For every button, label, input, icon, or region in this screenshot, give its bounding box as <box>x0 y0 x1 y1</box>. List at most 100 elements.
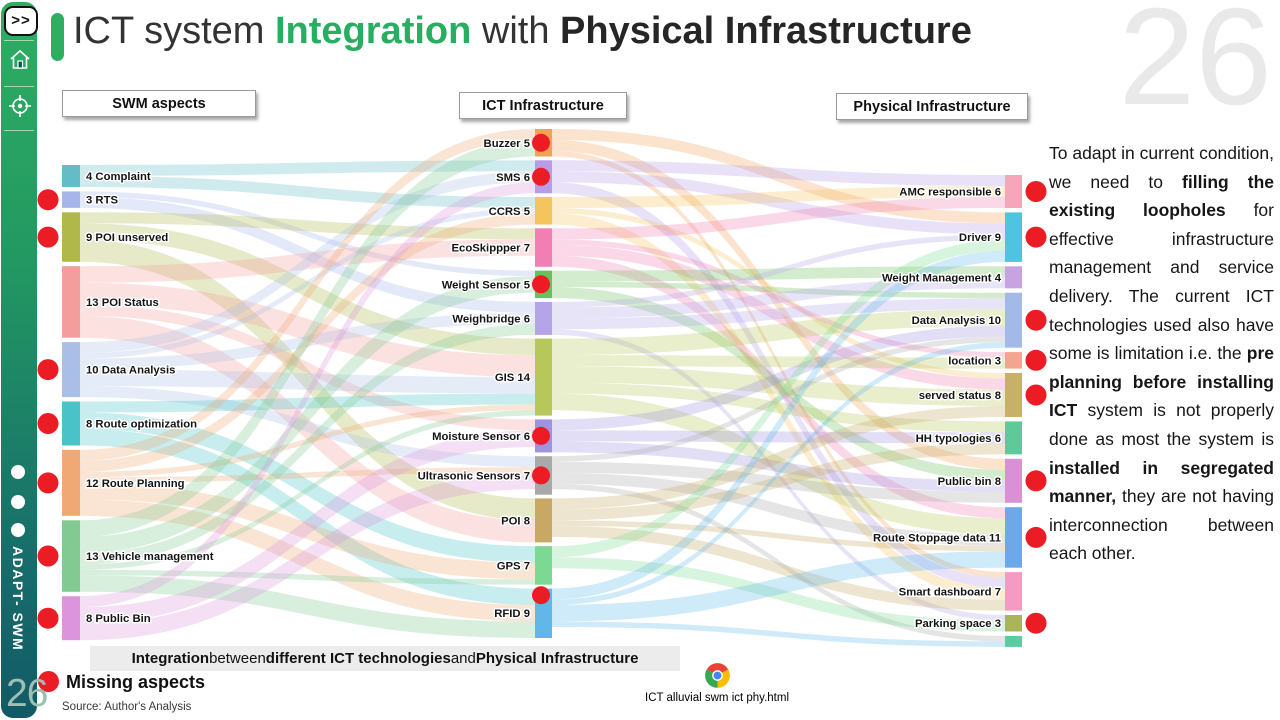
text-run: different ICT technologies <box>265 650 451 667</box>
sankey-ribbon <box>80 213 535 472</box>
sankey-ribbon <box>80 312 535 370</box>
sankey-node-label: EcoSkippper 7 <box>452 243 530 255</box>
sankey-node[interactable] <box>62 191 80 208</box>
sankey-node[interactable] <box>1005 572 1022 611</box>
missing-aspect-dot <box>1025 309 1047 331</box>
text-run: Physical Infrastructure <box>560 10 972 52</box>
sankey-ribbon <box>552 213 1005 600</box>
sankey-node[interactable] <box>1005 373 1022 417</box>
missing-aspect-dot <box>37 472 59 494</box>
sankey-node[interactable] <box>535 498 552 543</box>
sankey-node-label: Smart dashboard 7 <box>899 586 1001 598</box>
sankey-ribbon <box>552 255 1005 519</box>
sankey-ribbon <box>552 382 1005 433</box>
sankey-ribbon <box>552 430 1005 444</box>
sankey-ribbon <box>552 129 1005 224</box>
sidebar-bullet-dot <box>11 523 25 537</box>
sankey-ribbon <box>552 483 1005 642</box>
missing-aspect-dot <box>1025 349 1047 371</box>
sankey-node[interactable] <box>62 449 80 516</box>
sankey-node[interactable] <box>535 301 552 335</box>
sankey-node-label: Public bin 8 <box>938 476 1001 488</box>
sankey-node[interactable] <box>62 165 80 187</box>
sankey-node[interactable] <box>535 546 552 585</box>
missing-aspect-dot <box>1025 226 1047 248</box>
sankey-node[interactable] <box>62 401 80 446</box>
text-run: Integration <box>131 650 210 667</box>
sankey-ribbon <box>552 366 1005 406</box>
text-run: with <box>471 10 561 52</box>
sankey-ribbon <box>552 266 1005 282</box>
sankey-ribbon <box>80 429 535 605</box>
sankey-ribbon <box>552 234 1005 308</box>
sankey-ribbon <box>80 223 535 356</box>
sankey-node[interactable] <box>62 520 80 592</box>
text-run: ICT system <box>73 10 275 52</box>
sankey-ribbon <box>80 499 535 622</box>
sankey-ribbon <box>80 575 535 638</box>
sankey-ribbon <box>80 239 535 283</box>
missing-aspect-dot <box>37 413 59 434</box>
missing-aspect-dot <box>37 189 59 211</box>
sankey-node[interactable] <box>1005 635 1022 647</box>
target-icon[interactable] <box>8 94 32 118</box>
sankey-node[interactable] <box>62 342 80 398</box>
missing-aspect-dot <box>532 466 550 485</box>
sankey-node-label: served status 8 <box>919 390 1001 402</box>
sankey-node[interactable] <box>535 228 552 267</box>
sankey-ribbon <box>552 443 1005 521</box>
sankey-ribbon <box>80 171 535 354</box>
sankey-node-label: 12 Route Planning <box>86 478 185 490</box>
missing-aspect-dot <box>1025 384 1047 406</box>
sankey-node[interactable] <box>1005 421 1022 455</box>
sankey-node[interactable] <box>1005 458 1022 503</box>
sankey-node-label: 3 RTS <box>86 195 118 207</box>
sankey-node[interactable] <box>62 596 80 641</box>
sankey-ribbon <box>552 525 1005 611</box>
sankey-node[interactable] <box>1005 292 1022 348</box>
sankey-ribbon <box>80 393 535 413</box>
sankey-ribbon <box>80 430 535 624</box>
sankey-node[interactable] <box>1005 212 1022 262</box>
sankey-node-label: CCRS 5 <box>489 206 530 218</box>
sankey-node-label: Weighbridge 6 <box>452 313 530 325</box>
text-run: installed in segregated manner, <box>1049 457 1274 507</box>
text-run: Integration <box>275 10 472 52</box>
sidebar-divider <box>4 40 34 41</box>
chrome-icon[interactable] <box>704 662 731 689</box>
sankey-ribbon <box>552 140 1005 470</box>
sankey-node[interactable] <box>535 197 552 225</box>
column-header-physical-infrastructure: Physical Infrastructure <box>836 93 1028 120</box>
sankey-node[interactable] <box>62 266 80 338</box>
sankey-node[interactable] <box>1005 507 1022 568</box>
insight-paragraph: To adapt in current condition, we need t… <box>1049 139 1274 568</box>
sankey-node-label: Data Analysis 10 <box>912 315 1001 327</box>
sankey-ribbon <box>552 151 1005 578</box>
browser-file-shortcut[interactable]: ICT alluvial swm ict phy.html <box>637 662 797 704</box>
sankey-node[interactable] <box>1005 175 1022 208</box>
home-icon[interactable] <box>8 48 32 72</box>
missing-aspect-dot <box>37 545 59 567</box>
sankey-ribbon <box>552 244 1005 390</box>
sankey-node-label: Weight Management 4 <box>882 272 1002 284</box>
sidebar-page-number: 26 <box>6 672 48 715</box>
text-run: filling the existing loopholes <box>1049 171 1274 221</box>
sankey-ribbon <box>80 412 535 563</box>
sidebar-expand-button[interactable]: >> <box>4 6 38 36</box>
sankey-node-label: 10 Data Analysis <box>86 365 175 377</box>
sankey-node[interactable] <box>1005 615 1022 632</box>
sankey-ribbon <box>552 557 1005 632</box>
sankey-node[interactable] <box>535 338 552 416</box>
sankey-node[interactable] <box>62 212 80 262</box>
sankey-node-label: 8 Public Bin <box>86 613 151 625</box>
sankey-node[interactable] <box>1005 266 1022 289</box>
sankey-ribbon <box>80 472 535 641</box>
sankey-ribbon <box>552 336 1005 462</box>
missing-aspect-dot <box>532 167 550 186</box>
missing-aspect-dot <box>1025 181 1047 202</box>
text-run: they are not having interconnection betw… <box>1049 486 1274 564</box>
sidebar-bullet-dot <box>11 495 25 509</box>
sankey-node[interactable] <box>1005 352 1022 369</box>
sankey-ribbon <box>552 520 1005 552</box>
